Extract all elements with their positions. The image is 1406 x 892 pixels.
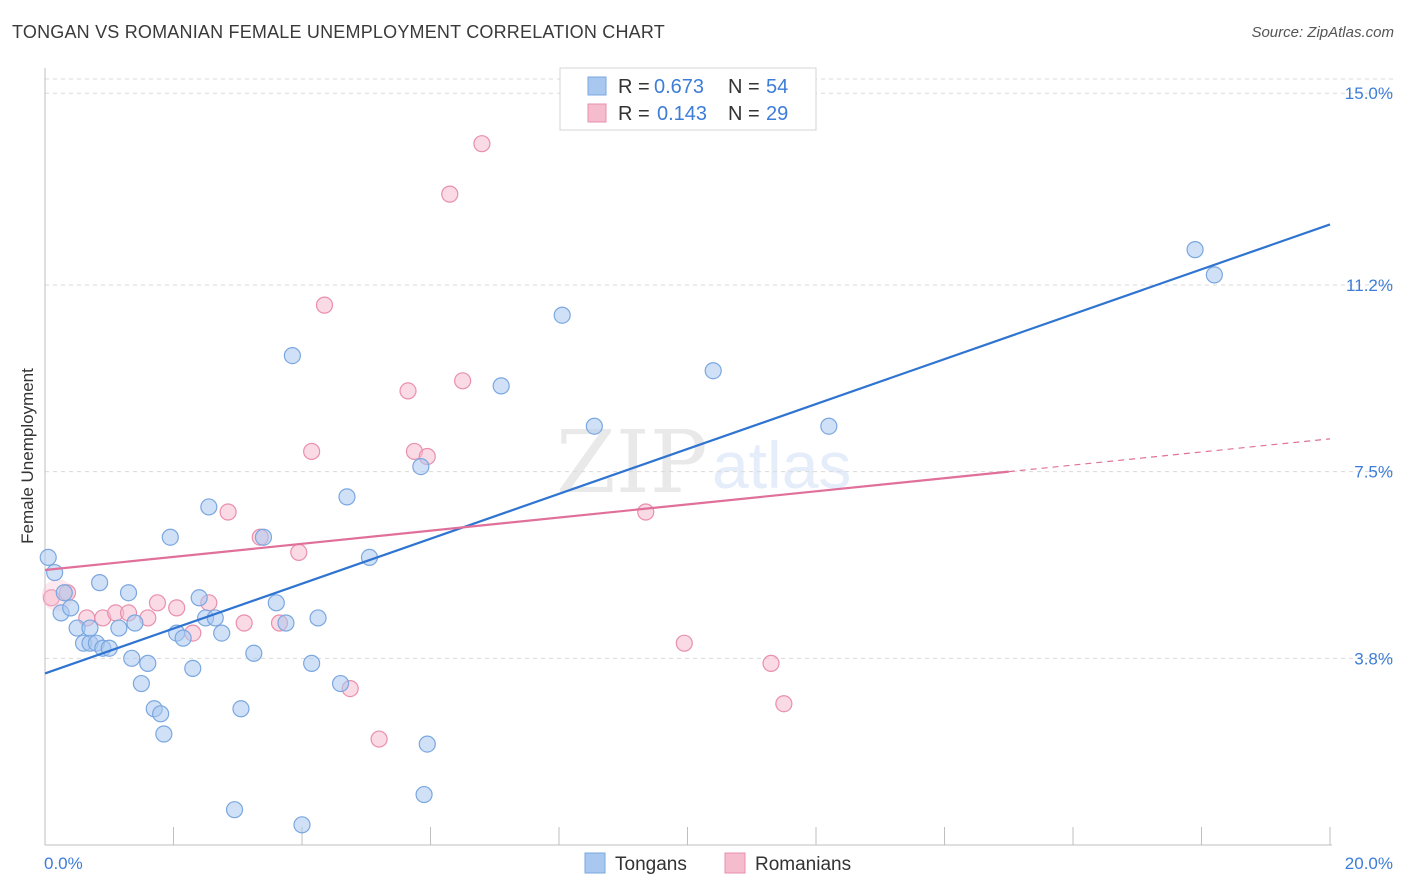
tongans-point <box>184 659 202 678</box>
romanians-trendline <box>44 470 1009 572</box>
tongans-point <box>553 306 571 324</box>
tongans-point <box>110 619 128 637</box>
tongans-point <box>155 725 173 743</box>
tongans-point <box>200 498 218 516</box>
tongans-point <box>704 362 722 380</box>
romanians-point <box>219 503 237 521</box>
y-tick-label: 15.0% <box>1345 84 1393 103</box>
tongans-point <box>55 584 73 602</box>
tongans-point <box>412 457 430 476</box>
tongans-point <box>62 599 80 617</box>
legend-r-value-romanians: 0.143 <box>657 103 707 125</box>
axes <box>44 68 1332 846</box>
tongans-point <box>225 801 244 819</box>
romanians-point <box>315 296 334 314</box>
tongans-point <box>39 548 57 567</box>
legend-r-value-tongans: 0.673 <box>654 76 704 98</box>
bottom-legend-swatch-romanians <box>724 852 746 874</box>
romanians-point <box>454 372 472 390</box>
tongans-point <box>46 563 64 582</box>
romanians-point <box>148 594 167 612</box>
tongans-point <box>254 528 273 546</box>
romanians-point <box>637 503 655 521</box>
romanians-legend-swatch <box>587 103 607 123</box>
bottom-legend-label-tongans: Tongans <box>615 854 687 875</box>
tongans-point <box>152 705 170 723</box>
tongans-point <box>190 589 208 607</box>
tongans-point <box>232 700 250 718</box>
romanians-point <box>675 634 693 652</box>
tongans-point <box>174 629 192 647</box>
tongans-point <box>1186 241 1204 259</box>
tongans-point <box>283 346 301 365</box>
tongans-point <box>418 735 436 753</box>
tongans-point <box>585 417 603 435</box>
tongans-trendline <box>44 223 1331 675</box>
tongans-point <box>293 816 311 834</box>
romanians-trendline-extension <box>1008 438 1331 473</box>
legend-n-value-tongans: 54 <box>766 76 788 98</box>
tongans-point <box>126 614 144 632</box>
tongans-point <box>820 417 838 435</box>
tongans-point <box>206 609 224 627</box>
tongans-point <box>91 574 109 592</box>
bottom-legend-swatch-tongans <box>584 852 606 874</box>
romanians-point <box>441 185 459 203</box>
tongans-point <box>245 644 263 662</box>
romanians-point <box>762 654 780 672</box>
tongans-point <box>139 654 157 672</box>
y-tick-label: 11.2% <box>1346 276 1393 295</box>
tongans-point <box>213 624 231 642</box>
tongans-legend-swatch <box>587 76 607 96</box>
romanians-point <box>370 730 388 748</box>
romanians-point <box>303 442 321 461</box>
x-ticks <box>44 827 1331 845</box>
tongans-point <box>492 377 510 395</box>
tongans-point <box>132 674 150 693</box>
watermark: ZIP atlas <box>556 413 851 513</box>
y-axis-label: Female Unemployment <box>18 368 37 544</box>
source-label: Source: ZipAtlas.com <box>1251 24 1394 41</box>
tongans-point <box>338 488 356 506</box>
series-legend: Tongans Romanians <box>584 852 851 875</box>
tongans-point <box>331 674 350 693</box>
y-tick-labels: 3.8% 7.5% 11.2% 15.0% <box>1345 84 1393 668</box>
y-tick-label: 7.5% <box>1354 463 1393 482</box>
romanians-point <box>399 382 417 400</box>
tongans-point <box>81 619 99 637</box>
romanians-point <box>775 695 793 713</box>
y-tick-label: 3.8% <box>1354 649 1393 668</box>
bottom-legend-label-romanians: Romanians <box>755 854 851 875</box>
tongans-point <box>309 609 327 627</box>
legend-r-label-romanians: R = <box>618 103 650 125</box>
tongans-point <box>277 614 295 632</box>
tongans-point <box>303 654 321 672</box>
chart-title: TONGAN VS ROMANIAN FEMALE UNEMPLOYMENT C… <box>12 22 665 42</box>
x-tick-label-max: 20.0% <box>1345 854 1393 873</box>
tongans-point <box>119 584 138 602</box>
tongans-point <box>161 528 179 546</box>
tongans-point <box>267 594 285 612</box>
trendlines <box>44 223 1331 675</box>
legend-r-label-tongans: R = <box>618 76 650 98</box>
romanians-point <box>235 614 253 632</box>
legend-n-value-romanians: 29 <box>766 103 788 125</box>
romanians-point <box>290 543 308 561</box>
tongans-points <box>39 241 1223 834</box>
tongans-point <box>1205 266 1223 284</box>
legend-n-label-tongans: N = <box>728 76 760 98</box>
tongans-point <box>123 649 141 667</box>
x-tick-label-min: 0.0% <box>44 854 83 873</box>
romanians-point <box>473 135 491 153</box>
tongans-point <box>415 785 433 804</box>
romanians-point <box>168 599 186 617</box>
stats-legend: R = 0.673 N = 54 R = 0.143 N = 29 <box>559 67 817 131</box>
watermark-zip: ZIP <box>556 413 708 513</box>
legend-n-label-romanians: N = <box>728 103 760 125</box>
